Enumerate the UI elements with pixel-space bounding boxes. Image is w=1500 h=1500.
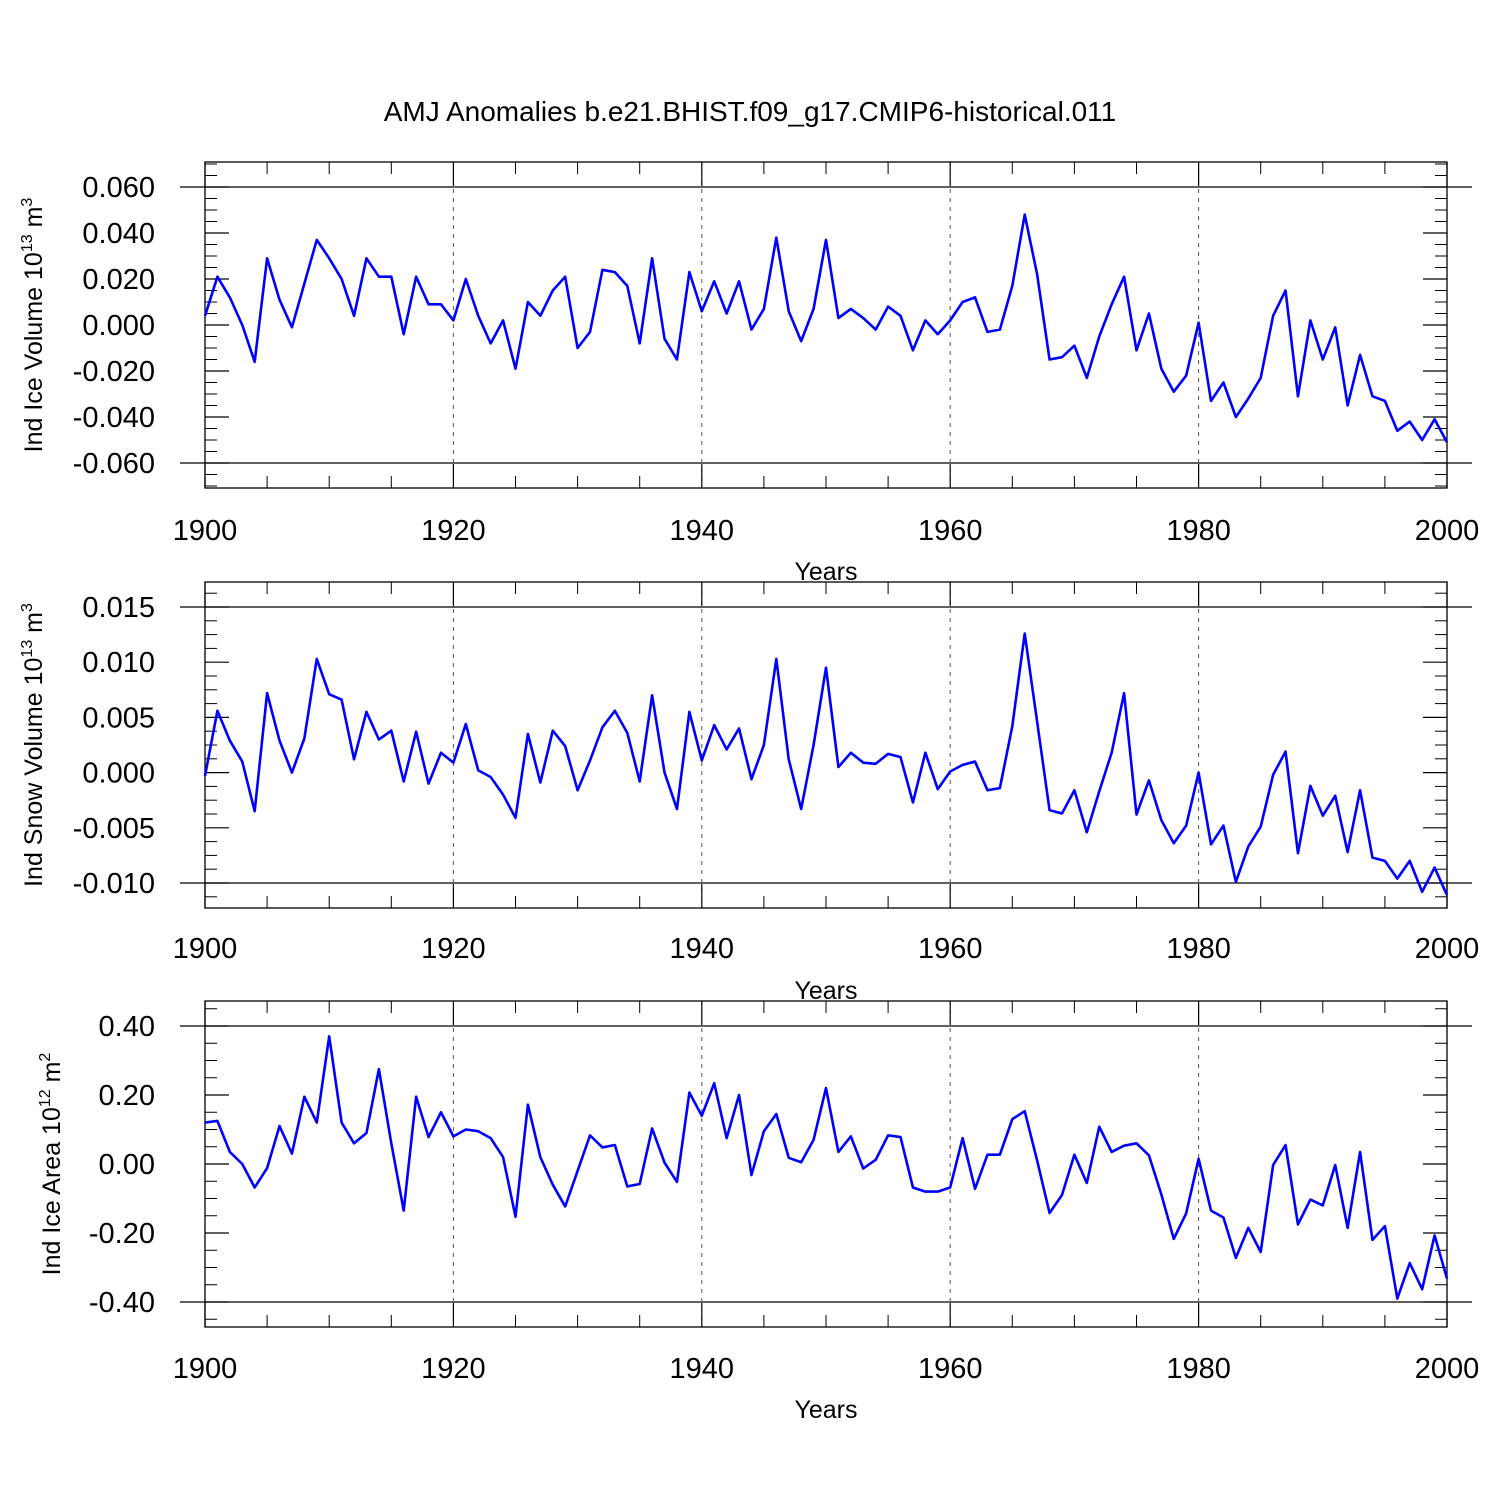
y-axis-title: Ind Snow Volume 1013 m3	[19, 603, 48, 887]
x-tick-label: 1940	[670, 933, 735, 965]
x-tick-label: 1980	[1166, 1353, 1231, 1385]
x-tick-label: 1940	[670, 1353, 735, 1385]
y-tick-label: 0.00	[99, 1149, 155, 1181]
x-tick-label: 2000	[1415, 1353, 1480, 1385]
y-tick-label: 0.060	[82, 172, 155, 204]
y-tick-label: -0.20	[89, 1218, 155, 1250]
x-axis-title: Years	[794, 977, 857, 1005]
series-line	[203, 213, 1449, 443]
x-tick-label: 1900	[173, 515, 238, 547]
x-tick-label: 1900	[173, 1353, 238, 1385]
y-tick-label: -0.005	[73, 813, 155, 845]
plot-frame	[204, 161, 1448, 489]
y-tick-label: -0.060	[73, 448, 155, 480]
panel-1: -0.060 -0.040 -0.020 0.000 0.020 0.040 0.060 19…	[19, 161, 1480, 586]
x-tick-label: 1980	[1166, 933, 1231, 965]
panel-2: -0.010 -0.005 0.000 0.005 0.010 0.015 1900 1920…	[19, 581, 1480, 1005]
y-tick-label: -0.010	[73, 868, 155, 900]
series-line	[204, 1035, 1449, 1300]
panel-3: -0.40 -0.20 0.00 0.20 0.40 1900 1920 1940 1960 19…	[37, 1000, 1480, 1424]
y-axis-title: Ind Ice Volume 1013 m3	[19, 198, 48, 453]
x-axis-title: Years	[794, 1396, 857, 1424]
series-line	[203, 632, 1449, 896]
y-tick-label: 0.005	[82, 702, 155, 734]
x-tick-label: 1920	[421, 1353, 486, 1385]
y-tick-label: 0.015	[82, 592, 155, 624]
plot-frame	[204, 581, 1448, 909]
y-axis-title: Ind Ice Area 1012 m2	[37, 1053, 66, 1276]
y-tick-label: -0.020	[73, 356, 155, 388]
y-tick-label: 0.040	[82, 218, 155, 250]
x-tick-label: 2000	[1415, 515, 1480, 547]
y-tick-label: 0.20	[99, 1080, 155, 1112]
y-tick-label: 0.010	[82, 647, 155, 679]
x-tick-label: 1960	[918, 1353, 983, 1385]
x-tick-label: 1920	[421, 933, 486, 965]
y-tick-label: 0.40	[99, 1011, 155, 1043]
x-tick-label: 2000	[1415, 933, 1480, 965]
plot-frame	[204, 1000, 1448, 1328]
x-axis-title: Years	[794, 558, 857, 586]
chart-title: AMJ Anomalies b.e21.BHIST.f09_g17.CMIP6-…	[383, 96, 1117, 127]
x-tick-label: 1980	[1166, 515, 1231, 547]
y-tick-label: -0.40	[89, 1287, 155, 1319]
x-tick-label: 1900	[173, 933, 238, 965]
x-tick-label: 1960	[918, 933, 983, 965]
y-tick-label: 0.000	[82, 310, 155, 342]
x-tick-label: 1940	[670, 515, 735, 547]
y-tick-label: -0.040	[73, 402, 155, 434]
x-tick-label: 1920	[421, 515, 486, 547]
y-tick-label: 0.020	[82, 264, 155, 296]
x-tick-label: 1960	[918, 515, 983, 547]
y-tick-label: 0.000	[82, 758, 155, 790]
